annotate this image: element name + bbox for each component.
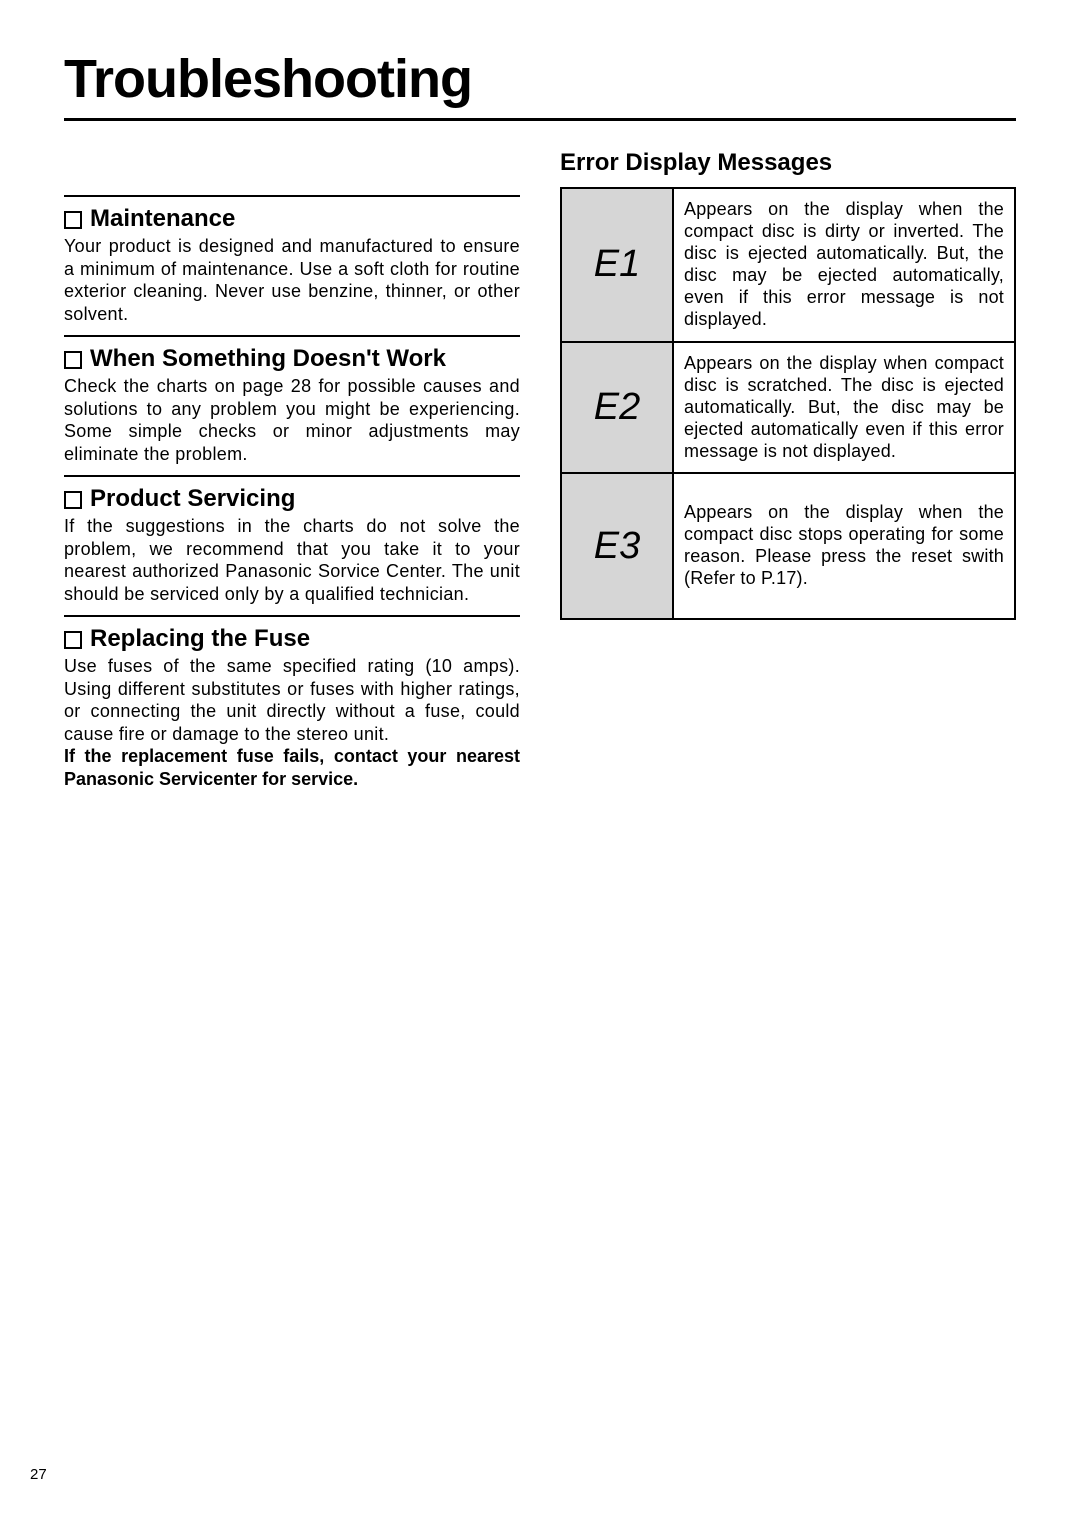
error-code-cell: E1 (561, 188, 673, 342)
right-column: Error Display Messages E1 Appears on the… (560, 149, 1016, 800)
left-column: Maintenance Your product is designed and… (64, 149, 520, 800)
error-desc-cell: Appears on the display when the compact … (673, 188, 1015, 342)
error-code-cell: E3 (561, 473, 673, 619)
section-rule (64, 195, 520, 197)
bullet-box-icon (64, 491, 82, 509)
section-title: Product Servicing (90, 485, 295, 513)
error-desc-cell: Appears on the display when compact disc… (673, 342, 1015, 474)
table-row: E2 Appears on the display when compact d… (561, 342, 1015, 474)
error-code-cell: E2 (561, 342, 673, 474)
section-title: When Something Doesn't Work (90, 345, 446, 373)
section-body-bold: If the replacement fuse fails, contact y… (64, 745, 520, 790)
section-body: If the suggestions in the charts do not … (64, 515, 520, 605)
section-body: Check the charts on page 28 for possible… (64, 375, 520, 465)
page-title: Troubleshooting (64, 48, 1016, 110)
bullet-box-icon (64, 211, 82, 229)
section-title: Maintenance (90, 205, 235, 233)
section-body: Your product is designed and manufacture… (64, 235, 520, 325)
page-number: 27 (30, 1466, 47, 1483)
section-rule (64, 335, 520, 337)
section-title: Replacing the Fuse (90, 625, 310, 653)
section-servicing: Product Servicing If the suggestions in … (64, 475, 520, 605)
bullet-box-icon (64, 351, 82, 369)
error-table: E1 Appears on the display when the compa… (560, 187, 1016, 620)
error-messages-title: Error Display Messages (560, 149, 1016, 177)
error-desc-cell: Appears on the display when the compact … (673, 473, 1015, 619)
page: Troubleshooting Maintenance Your product… (0, 0, 1080, 1519)
table-row: E1 Appears on the display when the compa… (561, 188, 1015, 342)
section-body: Use fuses of the same specified rating (… (64, 655, 520, 745)
section-fuse: Replacing the Fuse Use fuses of the same… (64, 615, 520, 790)
section-doesnt-work: When Something Doesn't Work Check the ch… (64, 335, 520, 465)
table-row: E3 Appears on the display when the compa… (561, 473, 1015, 619)
two-columns: Maintenance Your product is designed and… (64, 149, 1016, 800)
section-maintenance: Maintenance Your product is designed and… (64, 195, 520, 325)
bullet-box-icon (64, 631, 82, 649)
section-rule (64, 475, 520, 477)
section-rule (64, 615, 520, 617)
title-rule (64, 118, 1016, 121)
